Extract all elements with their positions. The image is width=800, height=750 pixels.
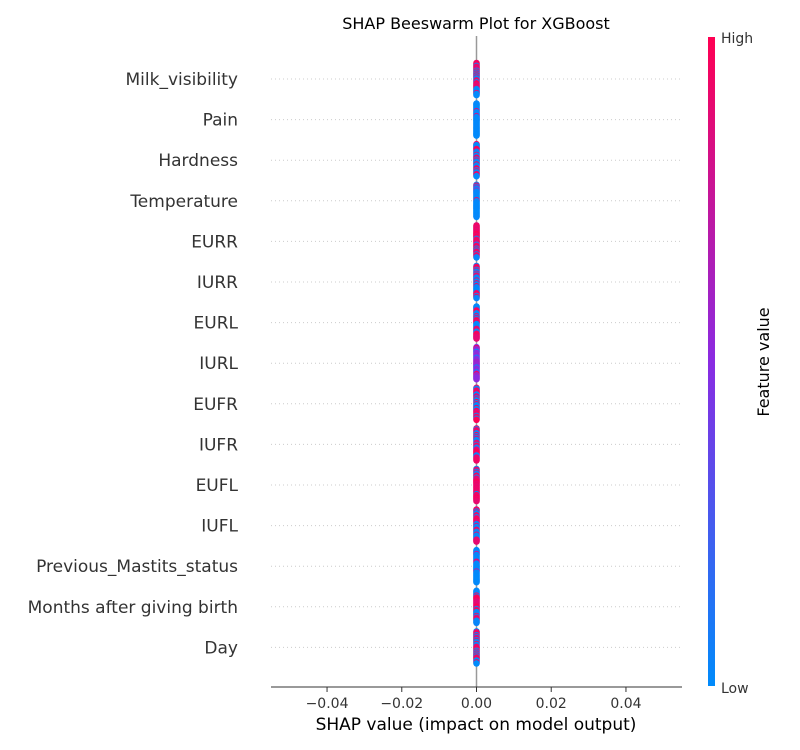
beeswarm-points [473,59,480,667]
x-tick-label: 0.02 [536,696,567,712]
feature-label: EUFR [193,395,238,415]
shap-point [473,538,480,545]
feature-label: IUFL [201,517,238,537]
x-tick-label: 0.04 [610,696,641,712]
shap-point [473,172,480,180]
colorbar [708,37,715,686]
feature-label: Months after giving birth [28,598,238,618]
feature-label: Temperature [129,192,238,212]
shap-point [473,578,480,586]
x-tick-label: −0.04 [306,696,349,712]
feature-label: EUFL [196,476,239,496]
feature-swarm [473,100,480,139]
feature-label: IURR [197,273,238,293]
feature-label: Pain [203,111,238,131]
feature-swarm [473,465,480,505]
shap-point [473,619,480,627]
x-axis-label: SHAP value (impact on model output) [316,715,637,735]
feature-label: EURR [191,232,238,252]
feature-swarm [473,425,480,464]
x-tick-label: 0.00 [461,696,492,712]
feature-label: IURL [199,354,238,374]
grid-lines [271,78,682,648]
x-axis-ticks: −0.04 −0.02 0.00 0.02 0.04 [306,687,642,712]
feature-swarm [473,303,480,342]
colorbar-low-label: Low [721,681,749,697]
feature-label: Day [204,638,238,658]
feature-swarm [473,262,480,302]
shap-point [473,254,480,261]
shap-point [473,213,480,221]
feature-labels: Milk_visibility Pain Hardness Temperature EU… [28,70,239,658]
shap-point [473,91,480,99]
feature-swarm [473,343,480,383]
feature-swarm [473,140,480,180]
colorbar-high-label: High [721,31,753,47]
feature-label: EURL [194,314,239,334]
feature-label: Milk_visibility [125,70,238,90]
feature-swarm [473,59,480,99]
chart-title: SHAP Beeswarm Plot for XGBoost [342,14,610,33]
feature-swarm [473,506,480,545]
shap-point [473,416,480,424]
feature-swarm [473,181,480,221]
shap-point [473,335,480,342]
x-tick-label: −0.02 [380,696,423,712]
shap-point [473,375,480,383]
shap-point [473,497,480,505]
feature-swarm [473,222,480,261]
feature-label: IUFR [199,435,238,455]
feature-swarm [473,384,480,424]
feature-swarm [473,546,480,586]
feature-label: Hardness [158,151,238,171]
shap-point [473,660,480,667]
shap-point [473,294,480,302]
shap-point [473,457,480,464]
feature-swarm [473,587,480,627]
colorbar-label: Feature value [754,307,773,416]
shap-point [473,132,480,139]
feature-swarm [473,628,480,667]
feature-label: Previous_Mastits_status [36,557,238,577]
